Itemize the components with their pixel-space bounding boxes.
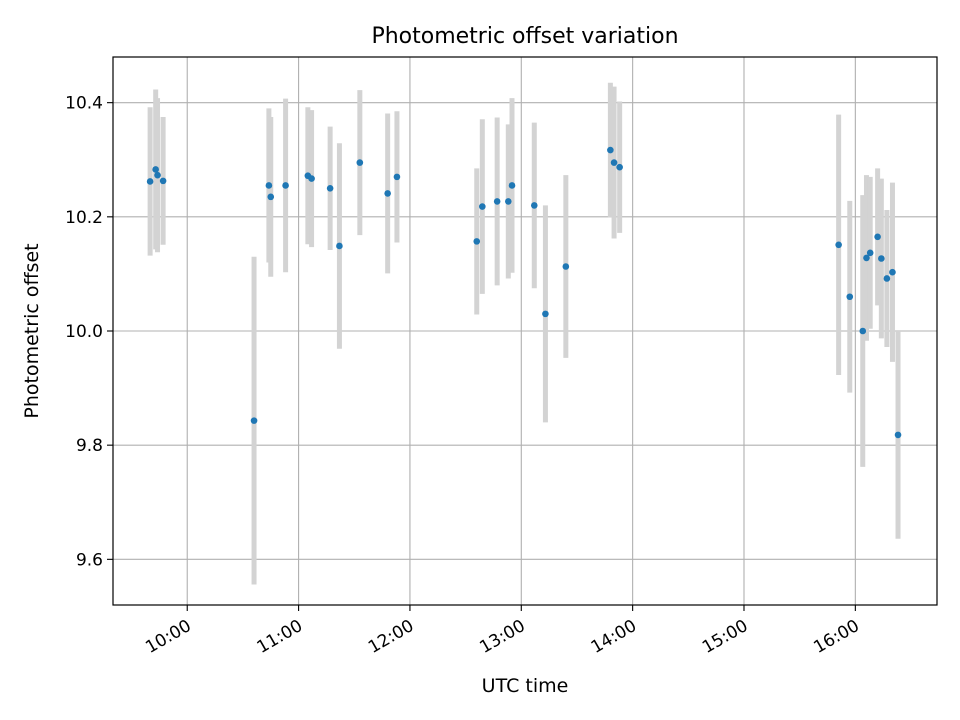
data-point <box>562 263 570 270</box>
data-point <box>883 275 891 282</box>
data-point <box>493 198 501 205</box>
data-point <box>866 249 874 257</box>
y-tick-label: 9.8 <box>76 436 103 456</box>
y-tick-label: 10.2 <box>65 208 103 228</box>
y-axis-label: Photometric offset <box>21 243 43 418</box>
data-point <box>542 310 549 318</box>
data-point <box>250 417 258 424</box>
data-point <box>146 178 154 185</box>
data-point <box>508 182 516 189</box>
data-point <box>393 173 401 181</box>
data-point <box>326 184 334 192</box>
data-point <box>384 190 391 197</box>
data-point <box>863 254 870 262</box>
data-point <box>607 146 614 154</box>
data-point <box>152 166 159 173</box>
y-tick-label: 10.4 <box>65 94 103 114</box>
data-point <box>336 242 343 250</box>
chart-title: Photometric offset variation <box>371 24 678 49</box>
data-point <box>835 241 842 249</box>
data-point <box>356 159 364 166</box>
data-point <box>282 182 289 189</box>
x-axis-label: UTC time <box>482 675 569 697</box>
data-point <box>265 182 273 189</box>
data-points <box>146 146 902 439</box>
data-point <box>894 431 902 439</box>
data-point <box>889 268 896 276</box>
data-point <box>530 202 538 209</box>
data-point <box>473 238 481 245</box>
grid <box>113 57 937 605</box>
data-point <box>610 159 618 166</box>
y-tick-label: 10.0 <box>65 322 103 342</box>
data-point <box>616 163 623 171</box>
data-point <box>878 255 885 262</box>
data-point <box>846 293 854 301</box>
data-point <box>159 177 167 185</box>
data-point <box>479 203 486 210</box>
data-point <box>267 193 275 201</box>
data-point <box>154 171 161 179</box>
data-point <box>859 327 867 335</box>
y-tick-label: 9.6 <box>76 550 103 570</box>
data-point <box>308 175 315 182</box>
data-point <box>874 233 881 241</box>
data-point <box>504 198 512 205</box>
